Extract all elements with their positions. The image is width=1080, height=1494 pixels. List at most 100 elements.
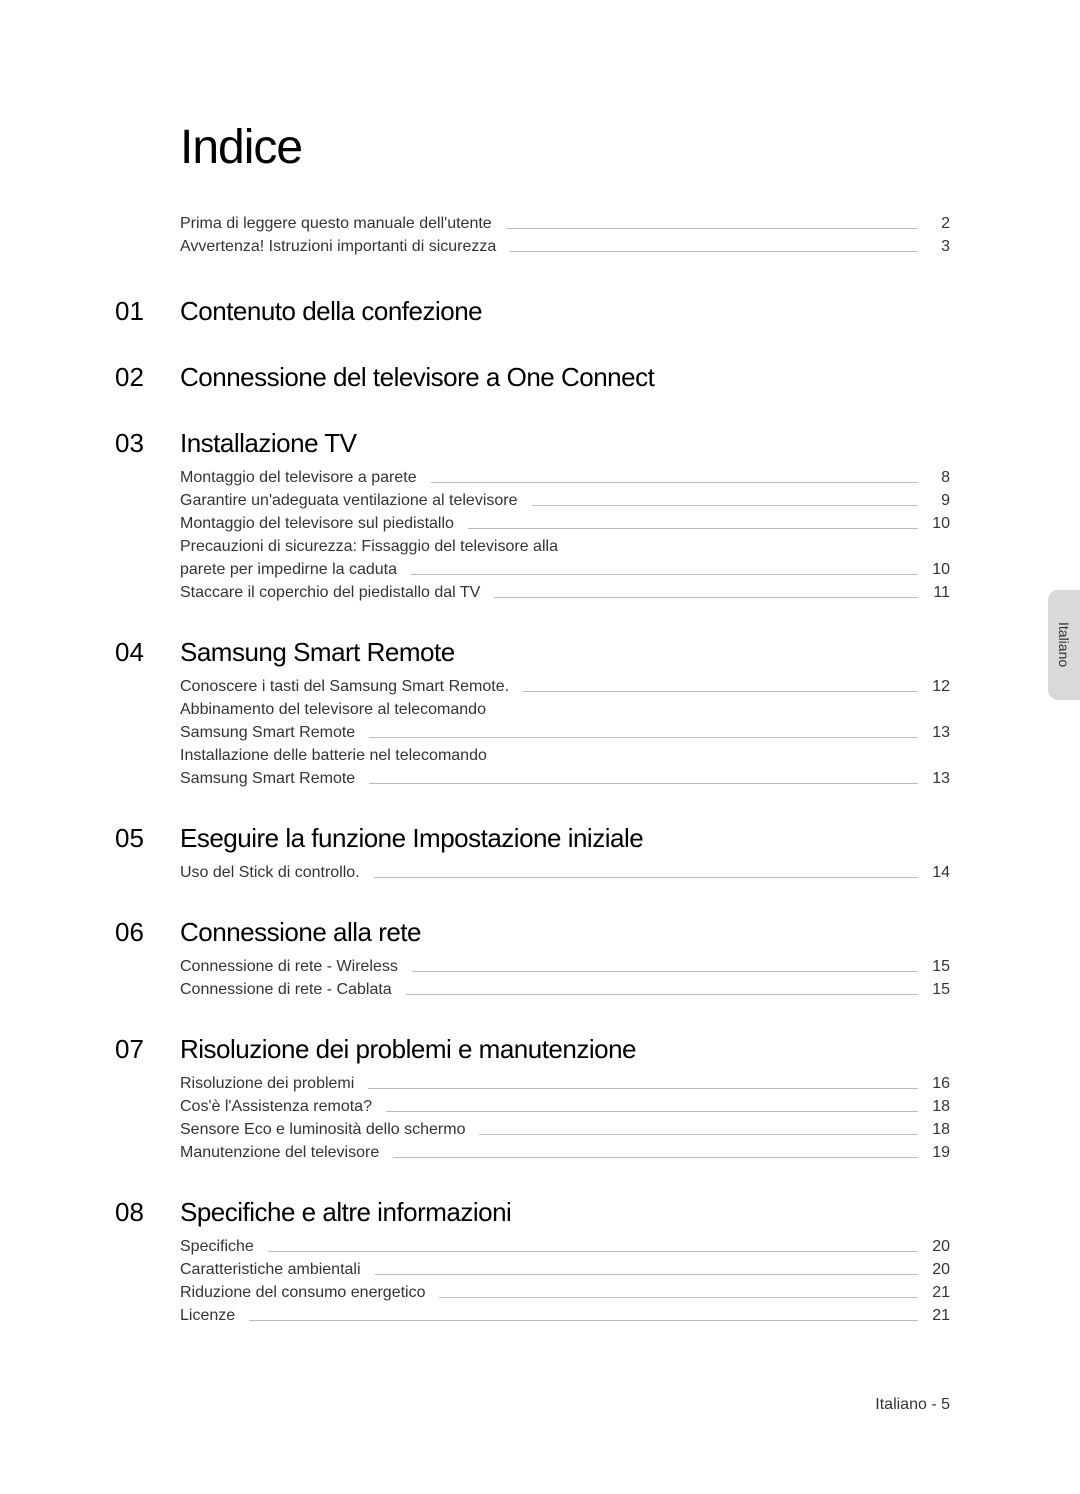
toc-entry-page: 9 <box>926 492 950 510</box>
toc-entry[interactable]: Conoscere i tasti del Samsung Smart Remo… <box>180 678 950 696</box>
toc-entry-page: 20 <box>926 1261 950 1279</box>
toc-leader-line <box>249 1320 918 1321</box>
toc-entry-label: Precauzioni di sicurezza: Fissaggio del … <box>180 538 558 556</box>
toc-entry[interactable]: Prima di leggere questo manuale dell'ute… <box>180 215 950 233</box>
toc-entry[interactable]: Installazione delle batterie nel telecom… <box>180 747 950 765</box>
toc-leader-line <box>468 528 918 529</box>
toc-entry-label: Avvertenza! Istruzioni importanti di sic… <box>180 238 496 256</box>
toc-section-header[interactable]: 07Risoluzione dei problemi e manutenzion… <box>115 1034 950 1065</box>
language-tab: Italiano <box>1048 590 1080 700</box>
toc-entry[interactable]: Caratteristiche ambientali20 <box>180 1261 950 1279</box>
toc-entry-page: 14 <box>926 864 950 882</box>
toc-entry-label: Manutenzione del televisore <box>180 1144 379 1162</box>
toc-section-header[interactable]: 02Connessione del televisore a One Conne… <box>115 362 950 393</box>
toc-section-number: 02 <box>115 362 180 393</box>
toc-entry-page: 21 <box>926 1284 950 1302</box>
toc-entry-page: 10 <box>926 515 950 533</box>
toc-section-header[interactable]: 05Eseguire la funzione Impostazione iniz… <box>115 823 950 854</box>
toc-entry-label: Cos'è l'Assistenza remota? <box>180 1098 372 1116</box>
toc-section-title: Contenuto della confezione <box>180 296 482 327</box>
toc-leader-line <box>369 783 918 784</box>
toc-entry-label: Montaggio del televisore a parete <box>180 469 417 487</box>
toc-section-number: 04 <box>115 637 180 668</box>
toc-leader-line <box>369 737 918 738</box>
toc-section-header[interactable]: 06Connessione alla rete <box>115 917 950 948</box>
toc-entry-label: Montaggio del televisore sul piedistallo <box>180 515 454 533</box>
toc-section-title: Specifiche e altre informazioni <box>180 1197 511 1228</box>
toc-leader-line <box>374 877 918 878</box>
toc-entry[interactable]: Abbinamento del televisore al telecomand… <box>180 701 950 719</box>
toc-section-items: Conoscere i tasti del Samsung Smart Remo… <box>180 678 950 788</box>
toc-entry-page: 13 <box>926 724 950 742</box>
toc-entry[interactable]: Precauzioni di sicurezza: Fissaggio del … <box>180 538 950 556</box>
toc-entry-label: Installazione delle batterie nel telecom… <box>180 747 487 765</box>
toc-leader-line <box>506 228 918 229</box>
toc-leader-line <box>268 1251 918 1252</box>
toc-entry-label: Riduzione del consumo energetico <box>180 1284 425 1302</box>
toc-entry[interactable]: Montaggio del televisore sul piedistallo… <box>180 515 950 533</box>
toc-entry[interactable]: Samsung Smart Remote13 <box>180 770 950 788</box>
toc-entry[interactable]: Specifiche 20 <box>180 1238 950 1256</box>
toc-entry[interactable]: Connessione di rete - Cablata15 <box>180 981 950 999</box>
toc-section-title: Installazione TV <box>180 428 357 459</box>
toc-entry[interactable]: Manutenzione del televisore 19 <box>180 1144 950 1162</box>
toc-entry[interactable]: parete per impedirne la caduta10 <box>180 561 950 579</box>
toc-entry[interactable]: Montaggio del televisore a parete8 <box>180 469 950 487</box>
toc-entry-label: Licenze <box>180 1307 235 1325</box>
toc-section-title: Risoluzione dei problemi e manutenzione <box>180 1034 636 1065</box>
toc-entry-page: 21 <box>926 1307 950 1325</box>
toc-leader-line <box>439 1297 918 1298</box>
toc-section-items: Uso del Stick di controllo. 14 <box>180 864 950 882</box>
toc-section-title: Samsung Smart Remote <box>180 637 455 668</box>
toc-section: 03Installazione TV Montaggio del televiso… <box>115 428 950 602</box>
toc-section-header[interactable]: 03Installazione TV <box>115 428 950 459</box>
toc-entry-label: parete per impedirne la caduta <box>180 561 397 579</box>
toc-entry-label: Connessione di rete - Cablata <box>180 981 392 999</box>
toc-section-title: Connessione alla rete <box>180 917 421 948</box>
toc-entry-page: 19 <box>926 1144 950 1162</box>
toc-entry-label: Staccare il coperchio del piedistallo da… <box>180 584 480 602</box>
toc-entry-label: Prima di leggere questo manuale dell'ute… <box>180 215 492 233</box>
toc-entry[interactable]: Riduzione del consumo energetico 21 <box>180 1284 950 1302</box>
toc-entry[interactable]: Uso del Stick di controllo. 14 <box>180 864 950 882</box>
toc-entry[interactable]: Risoluzione dei problemi16 <box>180 1075 950 1093</box>
toc-entry-page: 13 <box>926 770 950 788</box>
toc-section-items: Specifiche20Caratteristiche ambientali20… <box>180 1238 950 1325</box>
toc-entry[interactable]: Garantire un'adeguata ventilazione al te… <box>180 492 950 510</box>
toc-entry[interactable]: Avvertenza! Istruzioni importanti di sic… <box>180 238 950 256</box>
toc-section: 06Connessione alla rete Connessione di re… <box>115 917 950 999</box>
toc-section-header[interactable]: 04Samsung Smart Remote <box>115 637 950 668</box>
toc-leader-line <box>411 574 918 575</box>
toc-leader-line <box>406 994 918 995</box>
toc-section-title: Connessione del televisore a One Connect <box>180 362 654 393</box>
toc-entry-page: 16 <box>926 1075 950 1093</box>
toc-entry[interactable]: Sensore Eco e luminosità dello schermo18 <box>180 1121 950 1139</box>
toc-section: 01Contenuto della confezione <box>115 296 950 327</box>
toc-section: 08Specifiche e altre informazioniSpecifi… <box>115 1197 950 1325</box>
toc-entry-label: Garantire un'adeguata ventilazione al te… <box>180 492 518 510</box>
toc-section-number: 06 <box>115 917 180 948</box>
toc-entry[interactable]: Samsung Smart Remote 13 <box>180 724 950 742</box>
toc-entry-label: Specifiche <box>180 1238 254 1256</box>
page-footer: Italiano - 5 <box>875 1396 950 1414</box>
toc-entry[interactable]: Staccare il coperchio del piedistallo da… <box>180 584 950 602</box>
toc-leader-line <box>510 251 918 252</box>
toc-section-number: 01 <box>115 296 180 327</box>
toc-leader-line <box>494 597 918 598</box>
toc-leader-line <box>386 1111 918 1112</box>
toc-entry-label: Conoscere i tasti del Samsung Smart Remo… <box>180 678 509 696</box>
toc-entry[interactable]: Cos'è l'Assistenza remota?18 <box>180 1098 950 1116</box>
toc-entry-label: Uso del Stick di controllo. <box>180 864 360 882</box>
toc-entry-page: 20 <box>926 1238 950 1256</box>
toc-entry-label: Connessione di rete - Wireless <box>180 958 398 976</box>
toc-entry-page: 3 <box>926 238 950 256</box>
toc-section-items: Risoluzione dei problemi16 Cos'è l'Assist… <box>180 1075 950 1162</box>
toc-entry[interactable]: Licenze 21 <box>180 1307 950 1325</box>
toc-entry-label: Samsung Smart Remote <box>180 724 355 742</box>
toc-section-header[interactable]: 08Specifiche e altre informazioni <box>115 1197 950 1228</box>
toc-section-header[interactable]: 01Contenuto della confezione <box>115 296 950 327</box>
toc-entry-page: 2 <box>926 215 950 233</box>
toc-entry[interactable]: Connessione di rete - Wireless 15 <box>180 958 950 976</box>
toc-entry-page: 15 <box>926 958 950 976</box>
toc-section-title: Eseguire la funzione Impostazione inizia… <box>180 823 643 854</box>
